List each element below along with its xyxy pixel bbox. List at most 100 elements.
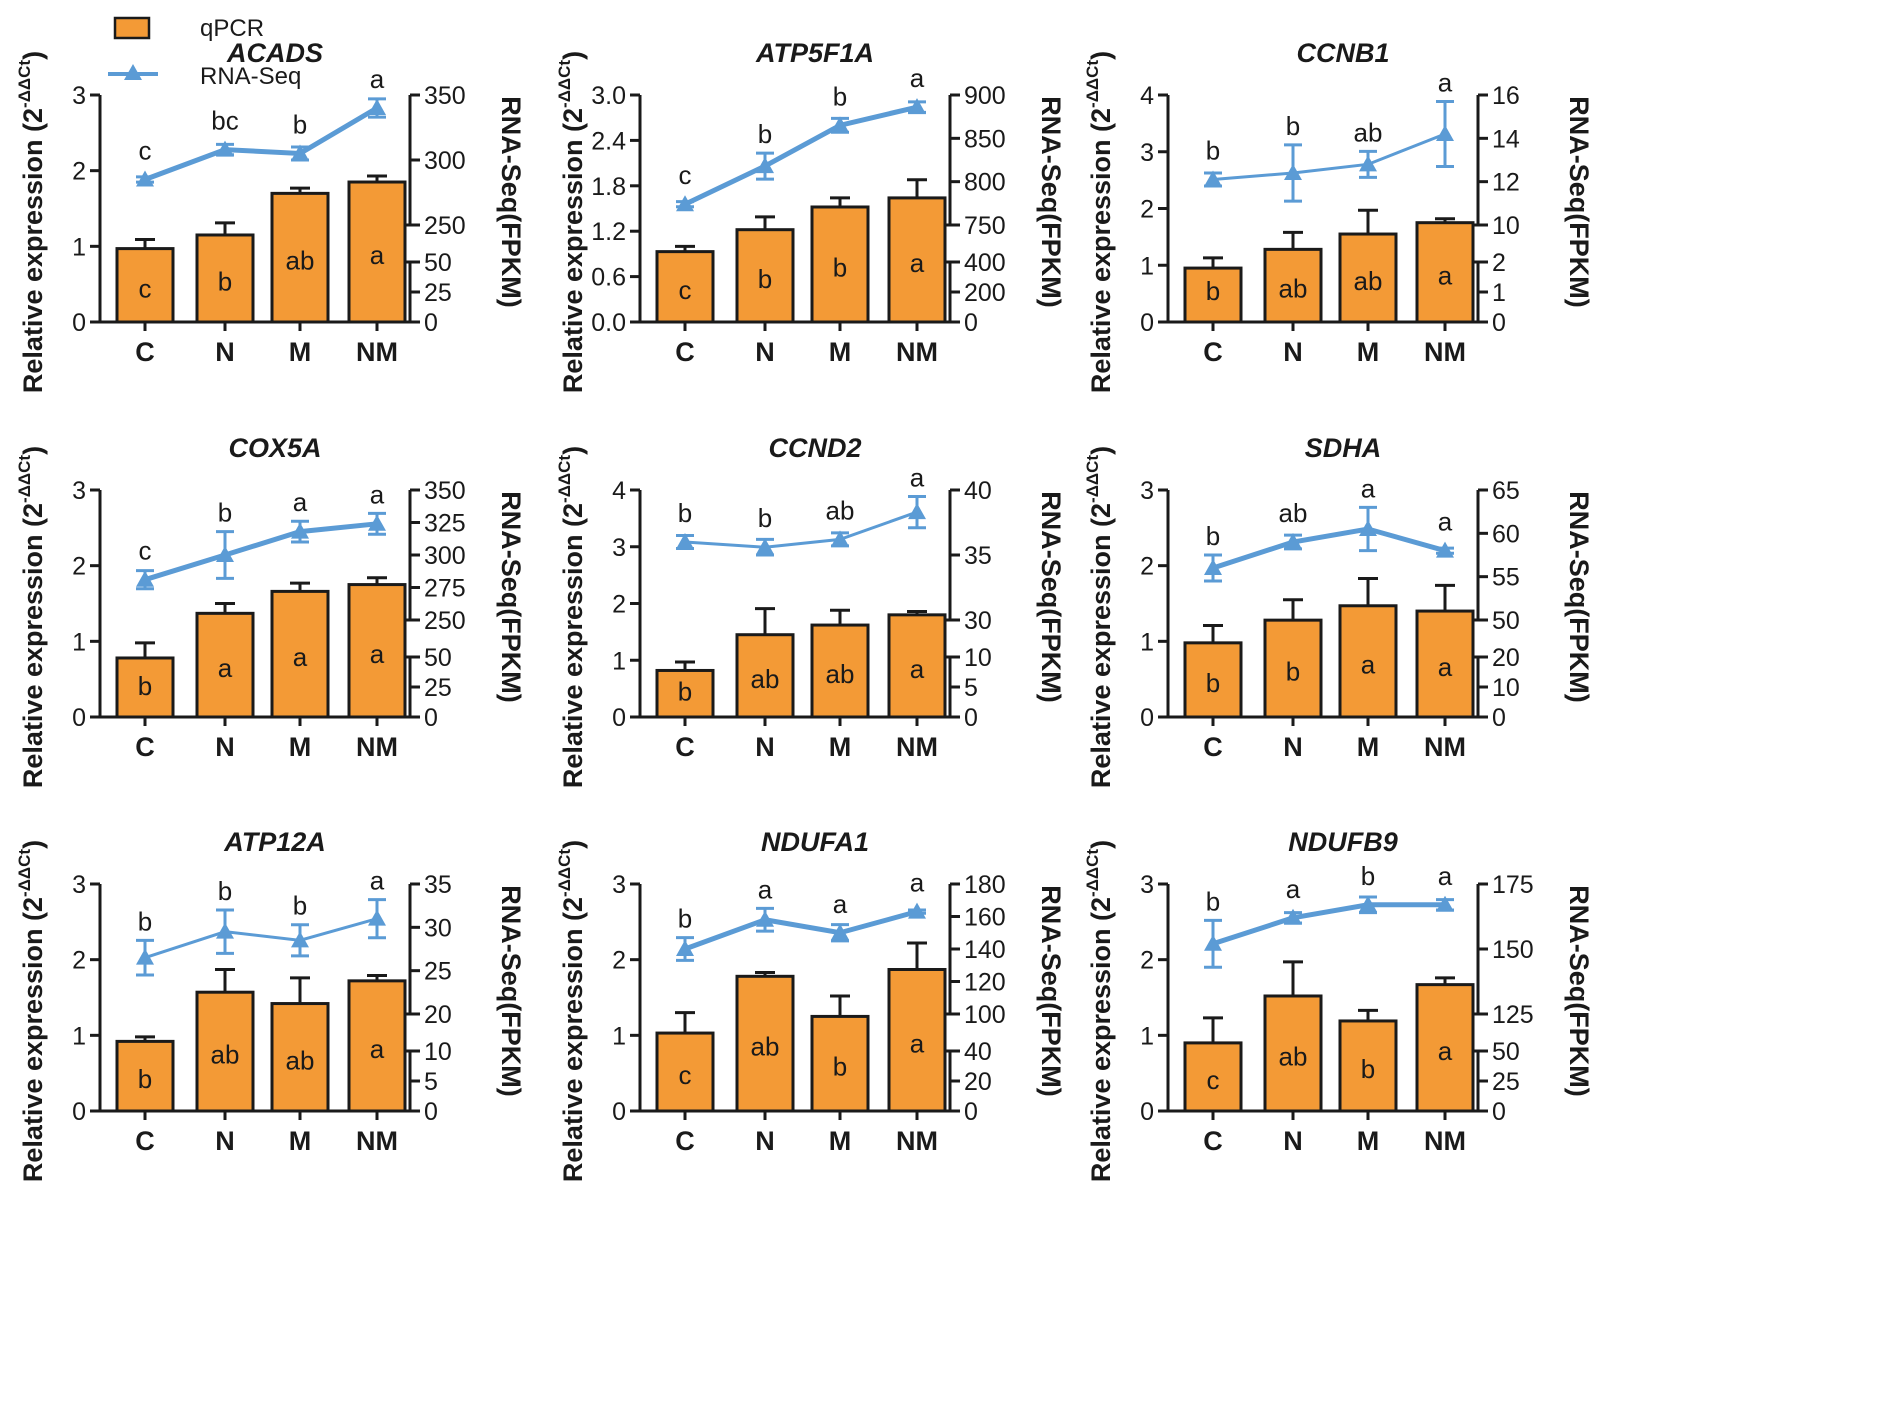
rnaseq-significance-label: a xyxy=(1438,861,1453,891)
left-y-tick-label: 2 xyxy=(72,947,86,975)
right-y-tick-label: 350 xyxy=(424,82,466,110)
left-y-tick-label: 3 xyxy=(72,477,86,505)
qpcr-significance-label: b xyxy=(1361,1054,1375,1084)
rnaseq-point xyxy=(908,902,926,919)
rnaseq-significance-label: ab xyxy=(1354,117,1383,147)
rnaseq-point xyxy=(1204,559,1222,575)
right-y-tick-label: 20 xyxy=(424,1001,452,1029)
x-tick-label: M xyxy=(1357,732,1380,762)
x-tick-label: C xyxy=(675,337,695,367)
chart-panel-ndufa1: NDUFA1 0 1 2 3 Relative expression (2-ΔΔCt) C N… xyxy=(555,827,1066,1182)
qpcr-bar xyxy=(887,968,947,1113)
qpcr-significance-label: b xyxy=(218,266,232,296)
left-y-label-close: ) xyxy=(1086,446,1116,455)
rnaseq-significance-label: b xyxy=(758,503,772,533)
rnaseq-significance-label: a xyxy=(293,487,308,517)
x-tick-label: N xyxy=(1283,1126,1303,1156)
qpcr-significance-label: b xyxy=(1206,668,1220,698)
left-y-tick-label: 4 xyxy=(612,477,626,505)
rnaseq-significance-label: c xyxy=(139,536,152,566)
right-y-tick-label: 400 xyxy=(964,249,1006,277)
left-y-axis-label: Relative expression (2-ΔΔCt) xyxy=(555,446,588,788)
rnaseq-line xyxy=(684,510,918,549)
left-y-tick-label: 0 xyxy=(1140,704,1154,732)
left-y-axis-label: Relative expression (2-ΔΔCt) xyxy=(1083,840,1116,1182)
left-y-label-main: Relative expression (2 xyxy=(1086,897,1116,1182)
x-tick-label: NM xyxy=(1424,1126,1466,1156)
qpcr-significance-label: ab xyxy=(751,664,780,694)
right-y-tick-label: 50 xyxy=(1492,607,1520,635)
qpcr-bar xyxy=(655,668,715,719)
right-y-tick-label: 275 xyxy=(424,575,466,603)
qpcr-significance-label: c xyxy=(679,275,692,305)
left-y-label-close: ) xyxy=(18,51,48,60)
left-y-label-main: Relative expression (2 xyxy=(558,897,588,1182)
right-y-tick-label: 100 xyxy=(964,1001,1006,1029)
right-y-tick-label: 12 xyxy=(1492,169,1520,197)
right-y-axis-label: RNA-Seq(FPKM) xyxy=(1564,885,1594,1096)
rnaseq-point xyxy=(216,922,234,939)
right-y-tick-label: 250 xyxy=(424,212,466,240)
x-tick-label: C xyxy=(1203,337,1223,367)
left-y-axis-label: Relative expression (2-ΔΔCt) xyxy=(15,51,48,393)
x-tick-label: M xyxy=(829,1126,852,1156)
qpcr-bar xyxy=(270,191,330,324)
left-y-tick-label: 1 xyxy=(1140,252,1154,280)
left-y-tick-label: 1 xyxy=(72,1022,86,1050)
rnaseq-significance-label: b xyxy=(218,876,232,906)
right-y-tick-label: 350 xyxy=(424,477,466,505)
chart-title: ACADS xyxy=(226,38,323,68)
rnaseq-point xyxy=(1359,155,1377,172)
qpcr-bar xyxy=(1415,609,1475,719)
x-tick-label: NM xyxy=(356,337,398,367)
chart-title: ATP5F1A xyxy=(755,38,874,68)
rnaseq-significance-label: b xyxy=(1361,861,1375,891)
rnaseq-significance-label: b xyxy=(293,891,307,921)
rnaseq-significance-label: b xyxy=(138,906,152,936)
left-y-tick-label: 1 xyxy=(1140,628,1154,656)
rnaseq-significance-label: bc xyxy=(211,106,238,136)
rnaseq-point xyxy=(1204,934,1222,951)
left-y-tick-label: 4 xyxy=(1140,82,1154,110)
left-y-tick-label: 3 xyxy=(72,871,86,899)
rnaseq-significance-label: c xyxy=(679,160,692,190)
qpcr-bar xyxy=(887,613,947,719)
right-y-tick-label: 25 xyxy=(424,958,452,986)
right-y-tick-label: 30 xyxy=(964,607,992,635)
right-y-tick-label: 250 xyxy=(424,607,466,635)
rnaseq-point xyxy=(1436,125,1454,141)
qpcr-bar xyxy=(1263,618,1323,719)
qpcr-significance-label: a xyxy=(293,642,308,672)
rnaseq-significance-label: a xyxy=(370,866,385,896)
right-y-tick-label: 140 xyxy=(964,936,1006,964)
right-y-tick-label: 65 xyxy=(1492,477,1520,505)
qpcr-significance-label: b xyxy=(833,252,847,282)
x-tick-label: N xyxy=(1283,732,1303,762)
left-y-tick-label: 3 xyxy=(612,534,626,562)
rnaseq-significance-label: c xyxy=(139,136,152,166)
rnaseq-significance-label: b xyxy=(1206,521,1220,551)
rnaseq-point xyxy=(831,116,849,133)
qpcr-bar xyxy=(195,611,255,719)
left-y-label-close: ) xyxy=(18,446,48,455)
qpcr-significance-label: b xyxy=(1286,657,1300,687)
rnaseq-significance-label: b xyxy=(758,119,772,149)
qpcr-significance-label: a xyxy=(1438,1036,1453,1066)
qpcr-bar xyxy=(115,656,175,719)
left-y-label-close: ) xyxy=(558,840,588,849)
rnaseq-line xyxy=(1212,132,1446,181)
left-y-label-main: Relative expression (2 xyxy=(18,108,48,393)
left-y-label-sup: -ΔΔCt xyxy=(555,60,574,108)
x-tick-label: M xyxy=(829,337,852,367)
rnaseq-point xyxy=(831,530,849,547)
right-y-tick-label: 5 xyxy=(964,674,978,702)
left-y-tick-label: 2 xyxy=(72,158,86,186)
qpcr-significance-label: a xyxy=(910,248,925,278)
right-y-tick-label: 16 xyxy=(1492,82,1520,110)
left-y-tick-label: 1 xyxy=(1140,1022,1154,1050)
chart-panel-ccnd2: CCND2 0 1 2 3 4 Relative expression (2-ΔΔCt) C N… xyxy=(555,433,1066,788)
right-y-axis-label: RNA-Seq(FPKM) xyxy=(1564,491,1594,702)
left-y-tick-label: 2 xyxy=(1140,553,1154,581)
right-y-tick-label: 850 xyxy=(964,125,1006,153)
